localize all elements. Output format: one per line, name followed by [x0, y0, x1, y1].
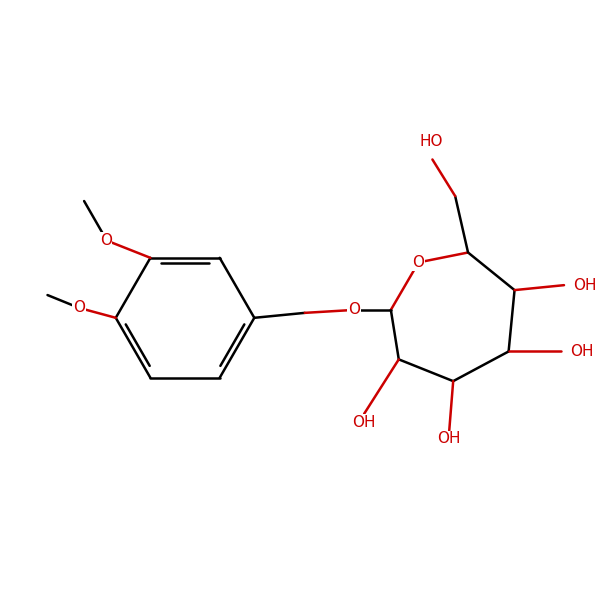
Text: OH: OH: [574, 278, 597, 293]
Text: OH: OH: [571, 344, 594, 359]
Text: O: O: [73, 301, 85, 316]
Text: O: O: [100, 233, 112, 248]
Text: OH: OH: [352, 415, 375, 430]
Text: OH: OH: [437, 431, 461, 446]
Text: O: O: [413, 255, 425, 270]
Text: O: O: [348, 302, 360, 317]
Text: HO: HO: [419, 134, 443, 149]
